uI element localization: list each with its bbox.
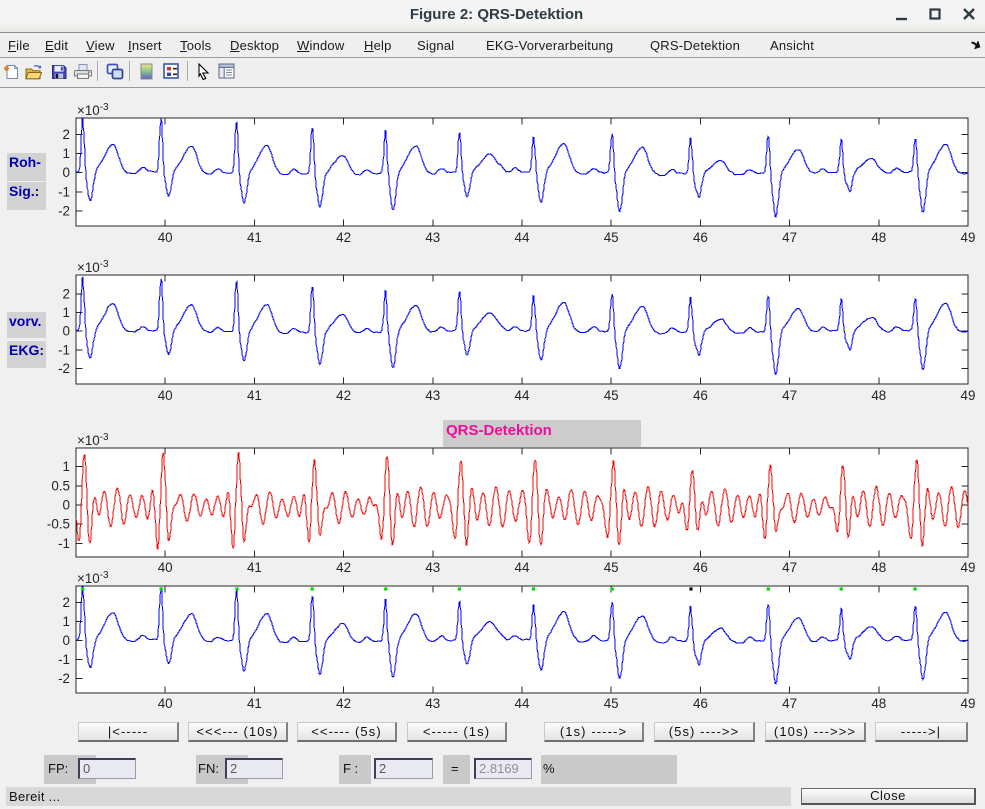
svg-text:×10-3: ×10-3: [77, 259, 109, 275]
svg-text:47: 47: [782, 696, 797, 711]
svg-text:49: 49: [961, 388, 976, 403]
svg-text:46: 46: [693, 560, 708, 575]
svg-text:43: 43: [425, 696, 440, 711]
svg-text:48: 48: [871, 230, 886, 245]
svg-text:-0.5: -0.5: [47, 517, 70, 532]
svg-text:42: 42: [336, 388, 351, 403]
svg-text:46: 46: [693, 696, 708, 711]
svg-text:40: 40: [158, 230, 173, 245]
svg-text:0: 0: [63, 498, 70, 513]
svg-text:45: 45: [604, 560, 619, 575]
svg-text:41: 41: [247, 388, 262, 403]
svg-text:41: 41: [247, 560, 262, 575]
svg-text:41: 41: [247, 696, 262, 711]
svg-text:44: 44: [515, 230, 530, 245]
svg-text:0.5: 0.5: [51, 478, 70, 493]
svg-text:47: 47: [782, 230, 797, 245]
svg-text:49: 49: [961, 696, 976, 711]
svg-text:×10-3: ×10-3: [77, 102, 109, 118]
svg-text:41: 41: [247, 230, 262, 245]
svg-text:43: 43: [425, 560, 440, 575]
svg-text:48: 48: [871, 696, 886, 711]
svg-text:40: 40: [158, 388, 173, 403]
svg-text:1: 1: [63, 305, 70, 320]
svg-text:-2: -2: [58, 361, 70, 376]
svg-text:-1: -1: [58, 652, 70, 667]
svg-text:-1: -1: [58, 342, 70, 357]
svg-text:2: 2: [63, 595, 70, 610]
svg-text:×10-3: ×10-3: [77, 570, 109, 586]
svg-text:45: 45: [604, 230, 619, 245]
svg-text:46: 46: [693, 388, 708, 403]
svg-text:44: 44: [515, 560, 530, 575]
svg-text:43: 43: [425, 388, 440, 403]
svg-text:2: 2: [63, 127, 70, 142]
svg-text:46: 46: [693, 230, 708, 245]
svg-text:47: 47: [782, 560, 797, 575]
svg-text:40: 40: [158, 696, 173, 711]
svg-text:44: 44: [515, 696, 530, 711]
svg-text:1: 1: [63, 614, 70, 629]
svg-text:48: 48: [871, 388, 886, 403]
svg-text:0: 0: [63, 324, 70, 339]
svg-text:40: 40: [158, 560, 173, 575]
svg-text:42: 42: [336, 230, 351, 245]
svg-text:0: 0: [63, 633, 70, 648]
svg-text:49: 49: [961, 230, 976, 245]
svg-text:-1: -1: [58, 184, 70, 199]
svg-text:48: 48: [871, 560, 886, 575]
svg-text:45: 45: [604, 388, 619, 403]
svg-text:47: 47: [782, 388, 797, 403]
svg-text:1: 1: [63, 146, 70, 161]
svg-text:-1: -1: [58, 536, 70, 551]
svg-text:42: 42: [336, 696, 351, 711]
svg-text:49: 49: [961, 560, 976, 575]
svg-text:42: 42: [336, 560, 351, 575]
svg-text:44: 44: [515, 388, 530, 403]
svg-text:-2: -2: [58, 204, 70, 219]
svg-text:43: 43: [425, 230, 440, 245]
svg-text:×10-3: ×10-3: [77, 432, 109, 448]
svg-text:2: 2: [63, 286, 70, 301]
svg-text:45: 45: [604, 696, 619, 711]
svg-text:1: 1: [63, 459, 70, 474]
svg-text:-2: -2: [58, 671, 70, 686]
svg-text:0: 0: [63, 165, 70, 180]
